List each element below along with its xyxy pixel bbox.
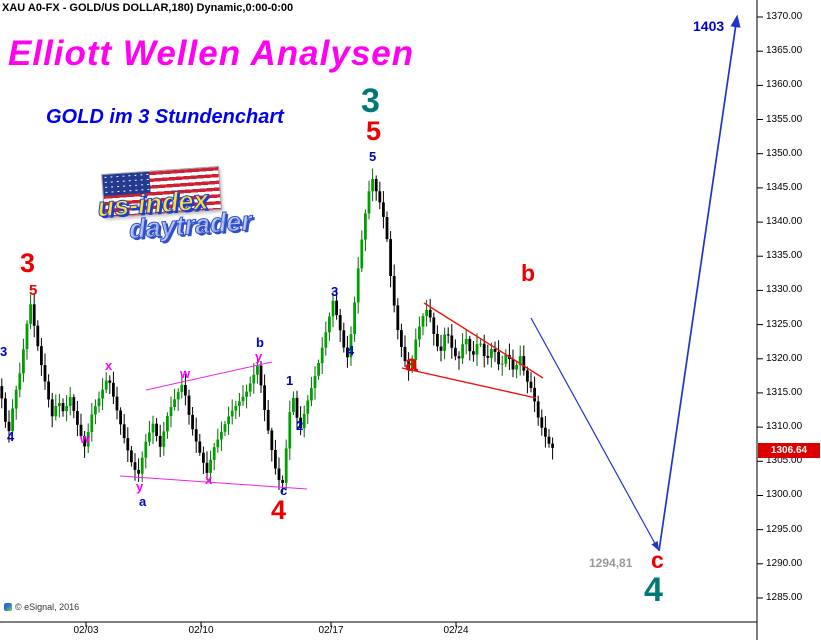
wave-label-a: a [139, 494, 147, 509]
wave-label-3: 3 [20, 248, 36, 278]
esignal-icon [4, 603, 12, 611]
last-price-badge: 1306.64 [758, 442, 820, 458]
price-axis-label: 1370.00 [766, 11, 803, 22]
wave-label-4: 4 [271, 495, 287, 525]
price-axis-label: 1305.00 [766, 455, 803, 467]
wave-label-w: w [180, 366, 191, 381]
date-label: 02/24 [443, 625, 469, 636]
wave-label-x: x [205, 472, 213, 487]
wave-label-2: 2 [296, 418, 304, 433]
price-axis-label: 1340.00 [766, 216, 803, 228]
wave-label-b: b [256, 335, 264, 350]
date-label: 02/10 [188, 625, 214, 636]
wave-label-4: 4 [644, 571, 663, 609]
wave-label-c: c [651, 547, 664, 573]
price-axis-label: 1295.00 [766, 523, 803, 535]
price-axis-label: 1330.00 [766, 284, 803, 296]
wave-label-1: 1 [286, 373, 294, 388]
candles-group [0, 168, 554, 493]
date-label: 02/03 [73, 625, 99, 636]
date-label: 02/17 [318, 625, 344, 636]
wave-label-4: 4 [347, 343, 355, 358]
copyright-text: © eSignal, 2016 [15, 602, 80, 612]
copyright: © eSignal, 2016 [4, 602, 79, 612]
wave-label-3: 3 [0, 344, 8, 359]
price-axis-label: 1310.00 [766, 421, 803, 433]
page-title: Elliott Wellen Analysen [8, 34, 415, 73]
wave-label-4: 4 [7, 429, 15, 444]
wave-label-5: 5 [366, 116, 382, 146]
price-axis-label: 1335.00 [766, 250, 803, 262]
wave-label-3: 3 [361, 82, 380, 120]
wave-label-c: c [280, 483, 288, 498]
wave-label-w: w [80, 431, 91, 446]
price-axis-label: 1290.00 [766, 557, 803, 569]
price-axis-label: 1350.00 [766, 147, 803, 159]
price-axis-label: 1325.00 [766, 318, 803, 330]
wave-label-5: 5 [369, 149, 377, 164]
price-axis-label: 1355.00 [766, 113, 803, 125]
wave-label-1403: 1403 [693, 18, 725, 34]
wave-label-3: 3 [331, 284, 339, 299]
price-axis-label: 1315.00 [766, 386, 803, 398]
wave-label-x: x [105, 358, 113, 373]
price-axis-label: 1360.00 [766, 79, 803, 91]
price-axis-label: 1345.00 [766, 181, 803, 193]
wave-label-5: 5 [29, 282, 38, 299]
wave-label-y: y [255, 349, 263, 364]
wave-label-1294,81: 1294,81 [589, 556, 633, 570]
price-axis-label: 1320.00 [766, 352, 803, 364]
price-axis-label: 1285.00 [766, 592, 803, 603]
instrument-title: XAU A0-FX - GOLD/US DOLLAR,180) Dynamic,… [2, 2, 294, 14]
wave-label-y: y [136, 479, 144, 494]
wave-label-b: b [521, 260, 536, 286]
wave-label-a: a [405, 350, 418, 376]
price-axis-label: 1300.00 [766, 489, 803, 501]
price-axis-label: 1365.00 [766, 45, 803, 57]
chart-subtitle: GOLD im 3 Stundenchart [46, 106, 284, 128]
usindex-daytrader-logo: us-index daytrader [93, 161, 289, 260]
